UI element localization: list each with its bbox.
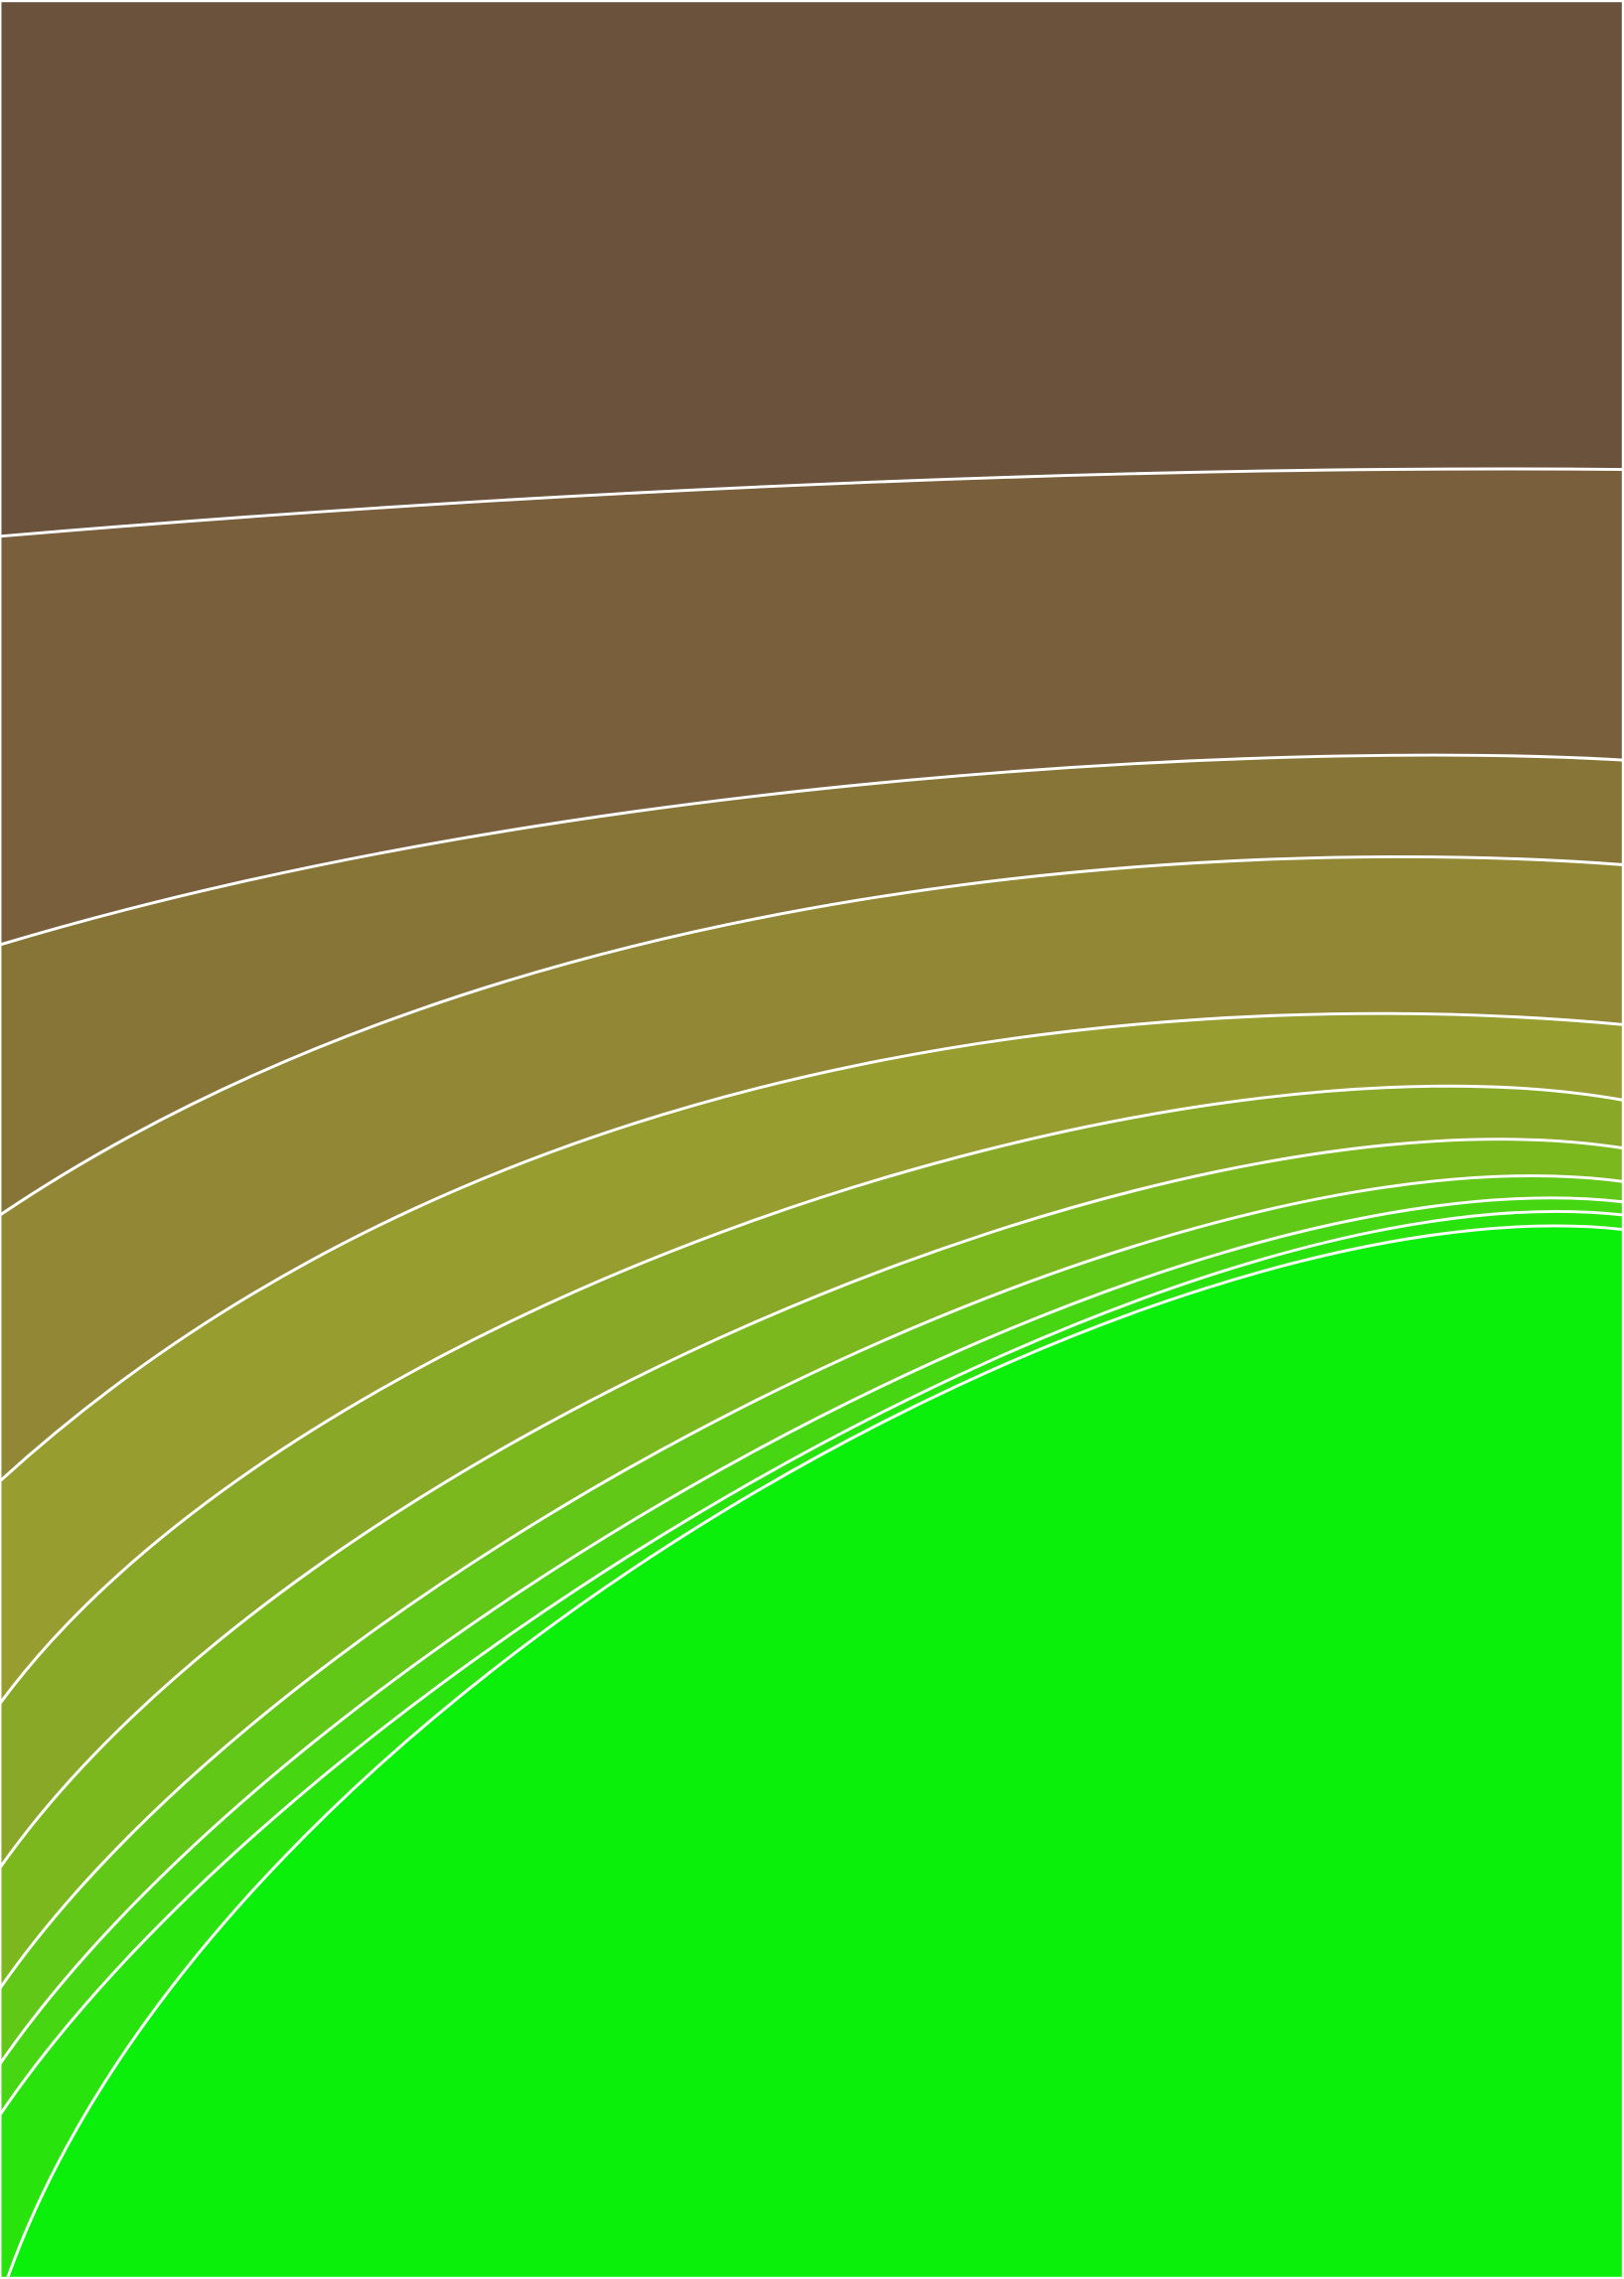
contour-line xyxy=(0,753,1624,947)
contour-line xyxy=(5,1224,1624,2279)
contour-line xyxy=(0,1138,1624,1869)
contour-line xyxy=(0,1209,1624,2116)
contour-line xyxy=(0,855,1624,1217)
contour-line xyxy=(0,467,1624,538)
contour-line xyxy=(0,1011,1624,1482)
contour-line xyxy=(0,1174,1624,1990)
contour-line xyxy=(0,1084,1624,1705)
contour-band xyxy=(0,1225,1624,2279)
contour-line xyxy=(0,1196,1624,2065)
